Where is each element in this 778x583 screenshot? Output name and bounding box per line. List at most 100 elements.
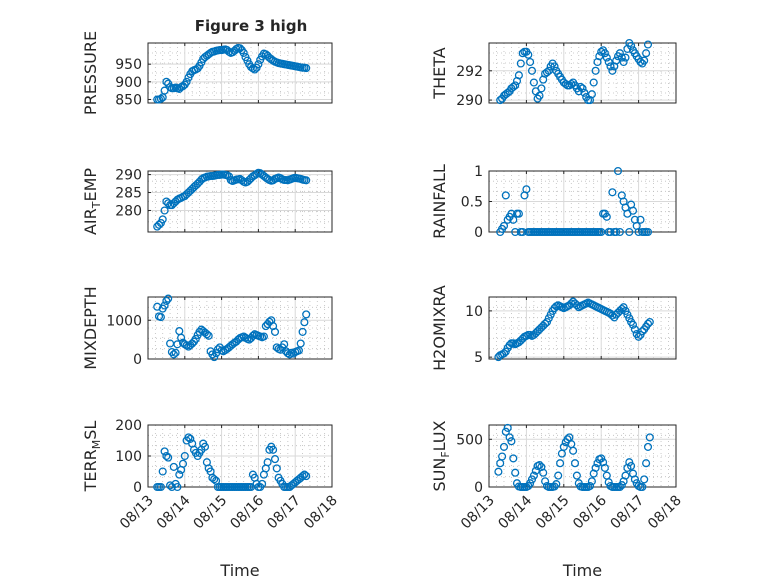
data-point <box>302 472 311 481</box>
data-point <box>167 347 176 357</box>
data-series <box>494 297 654 362</box>
data-point <box>269 445 278 454</box>
y-tick-label: 0 <box>133 480 142 496</box>
data-point <box>498 452 507 461</box>
data-series <box>153 43 311 104</box>
data-point <box>210 475 219 484</box>
data-point <box>499 349 509 358</box>
data-point <box>511 468 520 477</box>
y-tick-label: 292 <box>456 64 483 80</box>
data-point <box>634 227 643 237</box>
data-point <box>638 482 647 492</box>
data-point <box>612 227 621 237</box>
data-point <box>509 454 518 463</box>
data-point <box>300 470 309 479</box>
data-point <box>615 482 624 492</box>
data-series <box>496 38 653 105</box>
data-point <box>518 49 527 58</box>
data-point <box>589 78 598 87</box>
y-tick-label: 5 <box>474 350 483 366</box>
data-point <box>178 459 188 468</box>
axes-box <box>147 170 333 233</box>
data-point <box>298 327 307 336</box>
data-point <box>541 319 550 328</box>
data-point <box>527 66 537 75</box>
data-point <box>529 471 538 480</box>
data-point <box>200 442 210 451</box>
data-point <box>640 56 649 65</box>
data-point <box>164 453 173 462</box>
data-point <box>541 477 550 486</box>
data-point <box>619 57 628 67</box>
y-tick-label: 290 <box>456 93 483 109</box>
data-point <box>600 463 609 472</box>
data-point <box>587 90 596 99</box>
y-axis-label: TERRMSL <box>81 421 103 493</box>
data-point <box>627 41 636 50</box>
data-point <box>494 467 503 476</box>
data-point <box>160 301 169 310</box>
data-point <box>578 84 587 93</box>
data-point <box>531 466 540 475</box>
data-point <box>514 209 523 218</box>
data-point <box>591 66 600 75</box>
data-point <box>499 442 509 451</box>
data-point <box>550 62 559 71</box>
data-point <box>617 53 626 62</box>
data-point <box>516 59 525 68</box>
data-point <box>570 459 580 468</box>
data-point <box>501 427 510 436</box>
data-point <box>524 50 533 59</box>
y-tick-label: 850 <box>115 92 142 108</box>
data-point <box>276 345 285 354</box>
y-tick-label: 1000 <box>106 313 142 329</box>
data-point <box>621 53 630 62</box>
data-point <box>302 176 311 185</box>
data-point <box>153 302 162 311</box>
data-point <box>640 475 649 484</box>
data-series <box>153 433 311 492</box>
y-tick-label: 285 <box>115 186 142 202</box>
data-point <box>182 77 191 86</box>
data-point <box>544 66 553 75</box>
y-tick-label: 500 <box>456 432 483 448</box>
data-point <box>615 227 624 237</box>
subplot-2: 290 292 THETA <box>430 38 677 109</box>
axes-box <box>488 42 677 104</box>
data-point <box>270 327 280 336</box>
y-axis-label: THETA <box>430 47 449 99</box>
y-tick-label: 900 <box>115 75 142 91</box>
data-point <box>156 482 165 492</box>
data-point <box>606 62 615 71</box>
x-axis-label: Time <box>219 561 259 580</box>
data-point <box>559 442 568 451</box>
y-tick-label: 10 <box>465 304 483 320</box>
data-point <box>642 459 651 468</box>
data-point <box>254 60 263 69</box>
data-point <box>514 71 523 80</box>
data-point <box>169 350 178 359</box>
data-point <box>160 206 169 215</box>
data-point <box>296 339 305 348</box>
data-point <box>511 227 520 237</box>
data-point <box>552 480 561 489</box>
data-point <box>539 468 548 477</box>
data-point <box>171 348 180 357</box>
data-point <box>625 227 634 237</box>
y-tick-label: 0 <box>474 225 483 241</box>
data-point <box>542 68 552 77</box>
data-point <box>204 331 213 340</box>
data-point <box>597 47 606 56</box>
data-point <box>166 481 175 490</box>
data-point <box>177 333 186 342</box>
data-point <box>162 451 171 461</box>
data-point <box>156 94 165 103</box>
data-point <box>156 313 165 322</box>
y-tick-label: 0 <box>474 480 483 496</box>
x-axis-label: Time <box>562 561 602 580</box>
axes-box <box>488 296 677 360</box>
data-point <box>580 88 589 97</box>
